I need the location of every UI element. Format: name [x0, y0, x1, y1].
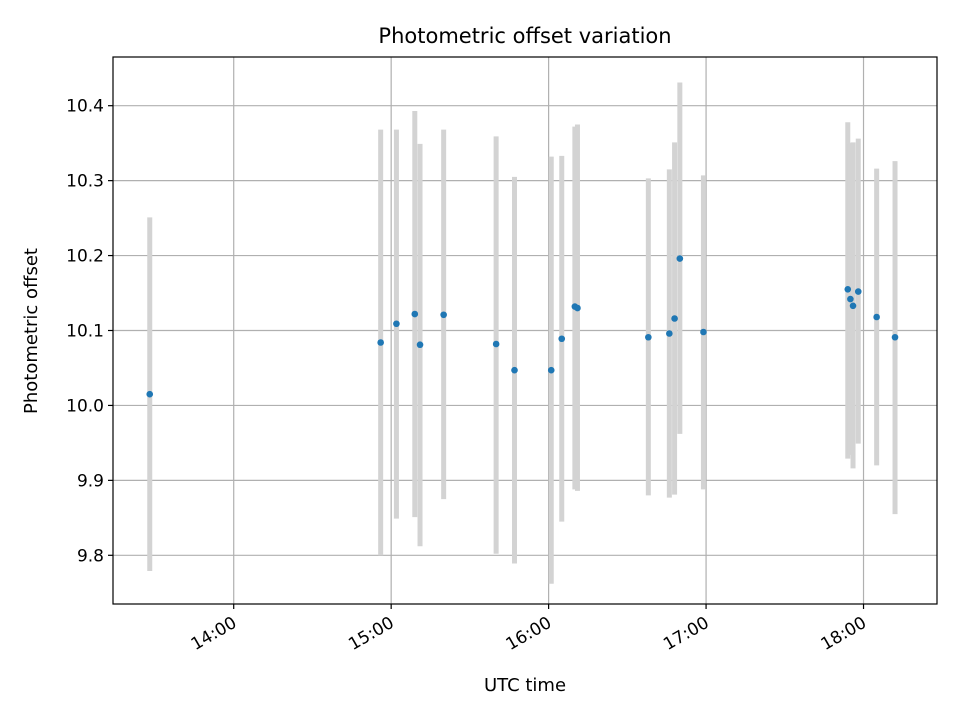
- data-point: [411, 310, 419, 318]
- data-point: [676, 255, 684, 262]
- y-tick-label: 10.1: [66, 322, 104, 342]
- data-points: [146, 255, 899, 398]
- data-point: [440, 311, 447, 319]
- data-point: [492, 340, 500, 348]
- data-point: [849, 302, 857, 310]
- data-point: [558, 335, 566, 343]
- data-point: [377, 339, 384, 346]
- data-point: [547, 366, 555, 374]
- data-point: [645, 333, 652, 341]
- y-tick-label: 10.4: [66, 97, 104, 117]
- data-point: [700, 328, 707, 336]
- data-point: [666, 330, 673, 337]
- y-tick-label: 10.3: [66, 172, 104, 192]
- data-point: [891, 333, 899, 341]
- data-point: [873, 313, 880, 321]
- data-point: [393, 320, 400, 328]
- y-tick-label: 10.2: [66, 247, 104, 267]
- data-point: [847, 295, 854, 303]
- y-tick-label: 9.9: [77, 471, 104, 491]
- y-tick-label: 10.0: [66, 396, 104, 416]
- data-point: [671, 315, 678, 322]
- chart-title: Photometric offset variation: [378, 24, 671, 48]
- x-axis-label: UTC time: [484, 675, 566, 696]
- data-point: [844, 285, 852, 293]
- y-axis: 9.8 9.9 10.0 10.1 10.2 10.3 10.4: [66, 97, 113, 566]
- data-point: [146, 390, 154, 398]
- grid: [113, 57, 937, 604]
- y-axis-label: Photometric offset: [21, 248, 42, 414]
- y-tick-label: 9.8: [77, 546, 104, 566]
- data-point: [574, 304, 581, 312]
- data-point: [854, 288, 862, 295]
- data-point: [416, 341, 424, 349]
- data-point: [511, 366, 518, 374]
